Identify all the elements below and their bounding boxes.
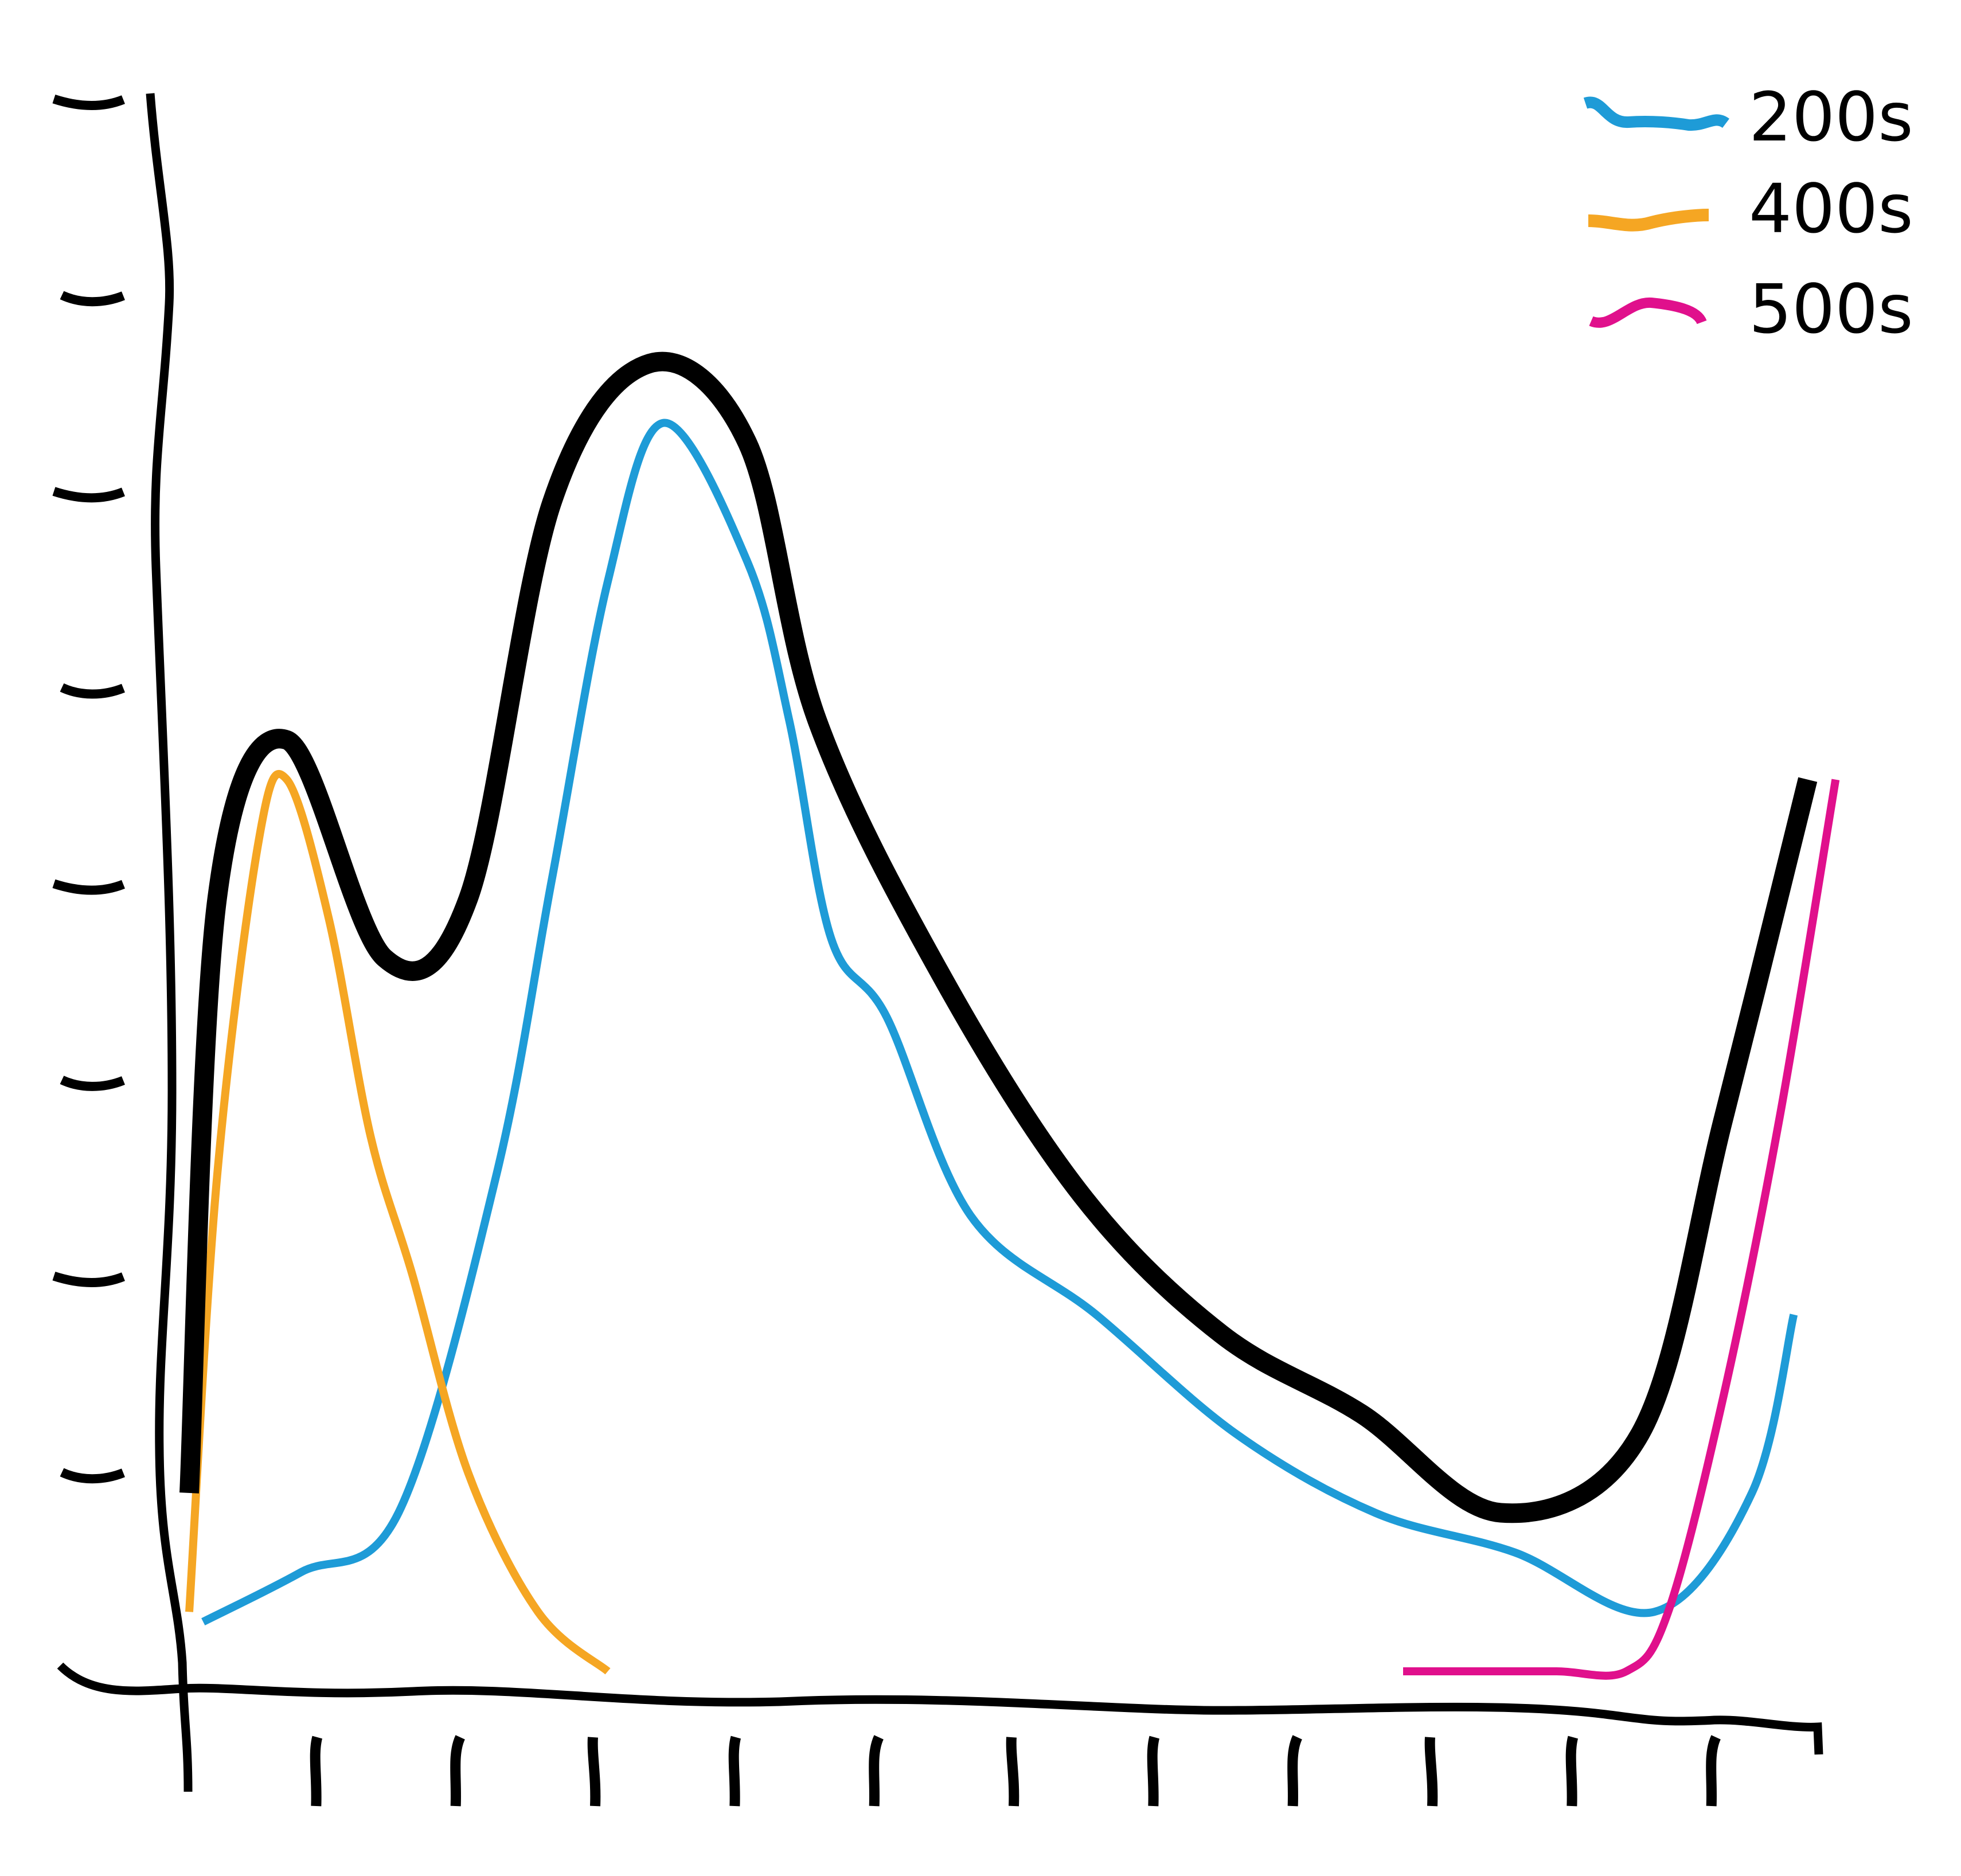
- legend-swatch-500s: [1589, 297, 1707, 328]
- x-tick: [1706, 1735, 1721, 1807]
- axes: [52, 93, 1823, 1807]
- x-tick: [1006, 1737, 1019, 1807]
- y-ticks: [52, 95, 125, 1484]
- x-axis: [57, 1662, 1823, 1755]
- series-line-400s: [185, 770, 611, 1675]
- y-tick: [52, 95, 125, 111]
- legend-item-400s: 400s: [1588, 169, 1913, 248]
- y-tick: [60, 291, 125, 307]
- y-tick: [60, 683, 125, 699]
- x-ticks: [310, 1735, 1721, 1807]
- y-tick: [52, 879, 125, 895]
- legend-item-500s: 500s: [1589, 269, 1913, 349]
- legend-label-200s: 200s: [1749, 77, 1913, 157]
- series-line-200s: [201, 419, 1798, 1625]
- x-tick: [1424, 1737, 1438, 1807]
- y-tick: [52, 487, 125, 503]
- series-line-total: [179, 351, 1818, 1523]
- x-tick: [869, 1735, 884, 1807]
- legend-swatch-400s: [1588, 209, 1709, 232]
- legend-label-500s: 500s: [1749, 269, 1913, 349]
- legend: 200s 400s 500s: [1583, 77, 1913, 349]
- y-axis: [146, 93, 193, 1792]
- x-tick: [1147, 1736, 1160, 1807]
- legend-label-400s: 400s: [1749, 169, 1913, 248]
- x-tick: [450, 1735, 465, 1807]
- series-layer: [179, 351, 1840, 1680]
- legend-swatch-200s: [1583, 96, 1729, 131]
- legend-item-200s: 200s: [1583, 77, 1913, 157]
- y-tick: [52, 1272, 125, 1288]
- series-line-500s: [1403, 779, 1840, 1680]
- y-tick: [60, 1076, 125, 1091]
- x-tick: [587, 1737, 601, 1807]
- x-tick: [728, 1736, 741, 1807]
- x-tick: [1287, 1735, 1302, 1807]
- x-tick: [310, 1736, 323, 1807]
- y-tick: [60, 1468, 125, 1484]
- x-tick: [1565, 1736, 1579, 1807]
